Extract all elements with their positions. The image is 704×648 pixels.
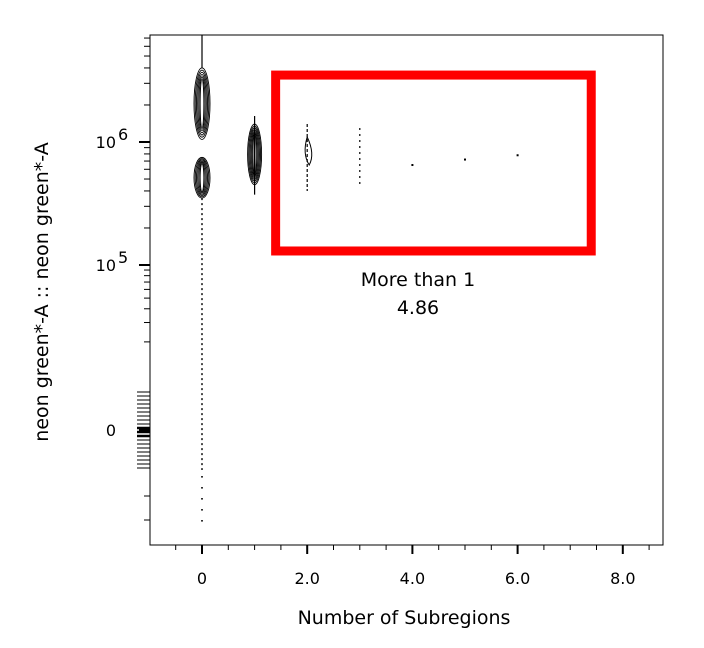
x-axis-title: Number of Subregions: [298, 607, 511, 629]
contour-ring: [199, 163, 205, 193]
outlier-point: [201, 509, 203, 511]
contour-ring: [197, 74, 207, 134]
outlier-point: [201, 520, 203, 522]
outlier-point: [201, 487, 203, 489]
y-tick-label: 0: [106, 421, 116, 440]
contour-x0-lower: [193, 156, 211, 199]
contour-ring: [199, 78, 205, 129]
data-layer: [193, 35, 519, 522]
gate-rectangle: [271, 70, 596, 256]
x-tick-label: 0: [197, 569, 207, 588]
outlier-point: [516, 154, 519, 157]
outlier-point: [201, 476, 203, 478]
contour-ring: [196, 71, 208, 136]
contour-ring: [197, 160, 207, 195]
contour-ring: [194, 69, 210, 138]
gate-percent-label: 4.86: [397, 297, 439, 319]
y-tick-exponent: 6: [118, 125, 128, 144]
y-axis-title: neon green*-A :: neon green*-A: [31, 142, 53, 441]
contour-ring: [198, 161, 206, 194]
y-tick-label: 10: [96, 256, 116, 275]
gate-layer: More than 1 4.86: [271, 70, 596, 319]
outlier-point: [201, 498, 203, 500]
x-tick-label: 2.0: [294, 569, 319, 588]
axes: 0 2.0 4.0 6.0 8.010 610 50: [96, 37, 650, 588]
contour-ring: [198, 76, 206, 132]
contour-ring: [196, 159, 208, 197]
contour-x0-upper: [193, 67, 211, 140]
plot-frame: [149, 34, 664, 546]
x-tick-label: 4.0: [400, 569, 425, 588]
plot-border: [149, 34, 664, 546]
x-tick-label: 8.0: [610, 569, 635, 588]
contour-ring: [193, 156, 211, 199]
x-tick-label: 6.0: [505, 569, 530, 588]
contour-x2: [304, 135, 313, 167]
gate-name-label: More than 1: [361, 269, 475, 291]
y-tick-label: 10: [96, 133, 116, 152]
y-tick-exponent: 5: [118, 248, 128, 267]
contour-ring: [194, 158, 210, 198]
outlier-point: [464, 158, 466, 161]
outlier-point: [411, 164, 414, 167]
